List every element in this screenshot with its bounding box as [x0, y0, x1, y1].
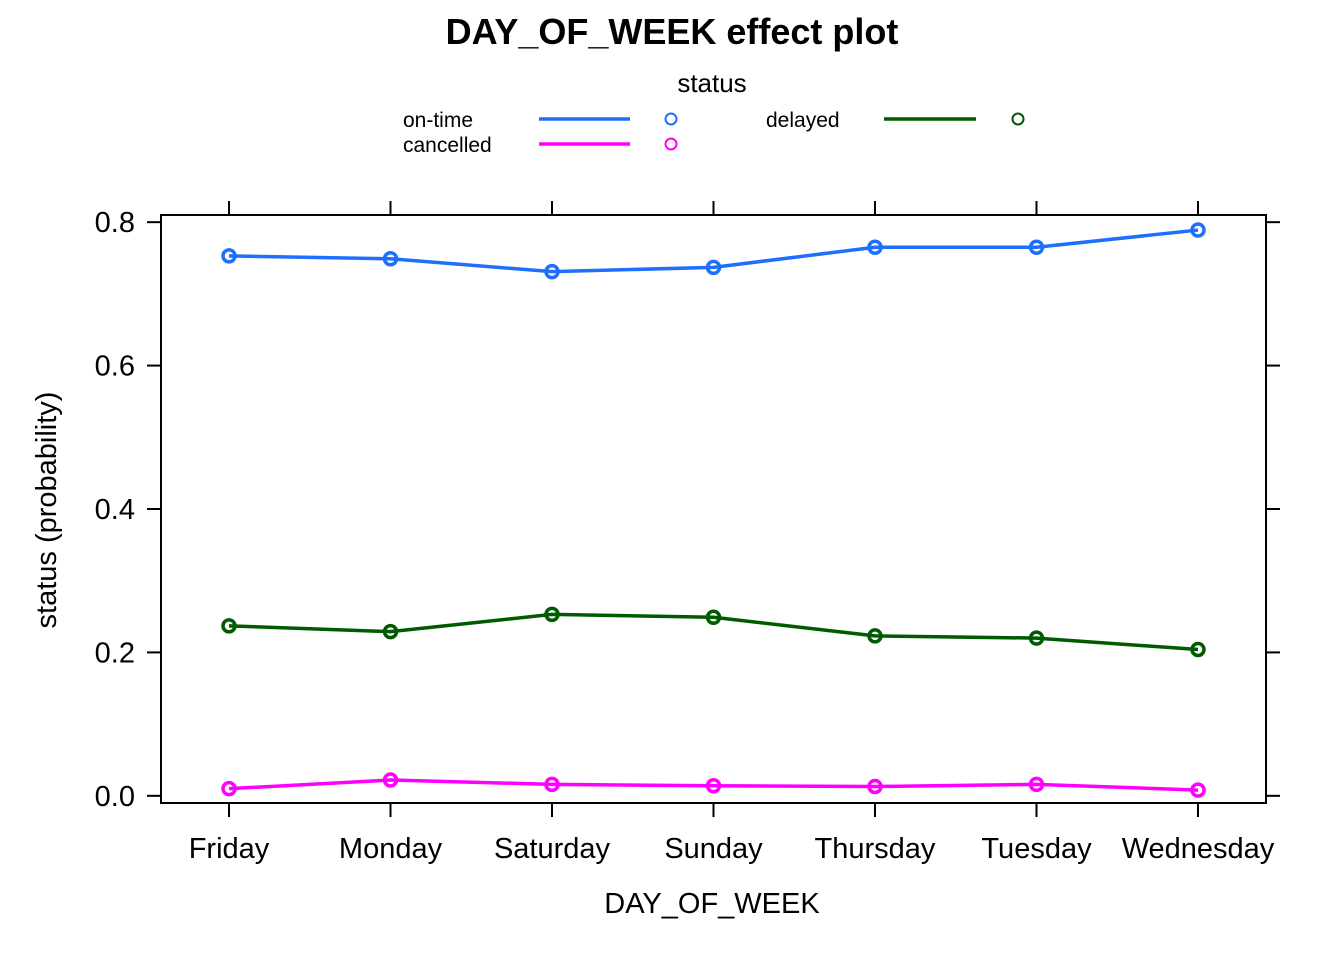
- data-point-cancelled: [705, 778, 722, 794]
- data-point-delayed: [382, 623, 399, 640]
- data-point-on-time: [382, 250, 399, 267]
- data-point-delayed: [1028, 630, 1045, 646]
- y-tick-label: 0.4: [95, 494, 135, 526]
- data-point-cancelled: [382, 772, 399, 788]
- x-tick-label: Tuesday: [981, 833, 1092, 865]
- data-point-delayed: [867, 628, 883, 644]
- data-point-on-time: [544, 263, 560, 280]
- data-point-delayed: [221, 618, 237, 634]
- series-cancelled: [221, 772, 1206, 798]
- legend-label-on-time: on-time: [403, 109, 473, 132]
- legend-title: status: [677, 68, 746, 98]
- y-axis-title: status (probability): [31, 392, 63, 629]
- x-tick-label: Monday: [339, 833, 443, 865]
- data-point-cancelled: [867, 778, 883, 795]
- legend-marker-cancelled: [664, 137, 678, 151]
- x-tick-label: Friday: [189, 833, 270, 865]
- data-point-delayed: [544, 606, 560, 623]
- chart-title: DAY_OF_WEEK effect plot: [446, 11, 899, 52]
- series-layer: [221, 222, 1206, 798]
- legend-marker-delayed: [1011, 112, 1025, 126]
- data-point-on-time: [705, 259, 722, 276]
- x-tick-label: Sunday: [664, 833, 763, 865]
- series-line-on-time: [228, 228, 1199, 274]
- data-point-cancelled: [1190, 782, 1206, 798]
- data-point-cancelled: [221, 780, 237, 797]
- series-line-cancelled: [228, 778, 1199, 792]
- x-tick-label: Saturday: [494, 833, 611, 865]
- data-point-cancelled: [1028, 776, 1045, 793]
- legend-label-cancelled: cancelled: [403, 134, 492, 157]
- x-axis-title: DAY_OF_WEEK: [604, 888, 820, 920]
- y-tick-label: 0.8: [95, 207, 135, 239]
- data-point-delayed: [1190, 641, 1206, 658]
- series-line-delayed: [228, 612, 1199, 652]
- x-tick-label: Thursday: [815, 833, 936, 865]
- data-point-on-time: [221, 248, 237, 264]
- data-point-delayed: [705, 609, 722, 626]
- legend-marker-on-time: [664, 112, 678, 126]
- data-point-on-time: [1190, 222, 1206, 238]
- y-tick-label: 0.0: [95, 781, 135, 813]
- axes: Friday Monday Saturday Sunday Thursday Tuesda…: [95, 201, 1280, 865]
- y-tick-label: 0.2: [95, 637, 135, 669]
- series-delayed: [221, 606, 1206, 658]
- x-tick-label: Wednesday: [1122, 833, 1275, 865]
- plot-panel-border: [160, 214, 1267, 804]
- legend-label-delayed: delayed: [766, 109, 840, 132]
- data-point-cancelled: [544, 776, 560, 793]
- data-point-on-time: [867, 239, 883, 256]
- series-on-time: [221, 222, 1206, 280]
- data-point-on-time: [1028, 239, 1045, 256]
- y-tick-label: 0.6: [95, 351, 135, 383]
